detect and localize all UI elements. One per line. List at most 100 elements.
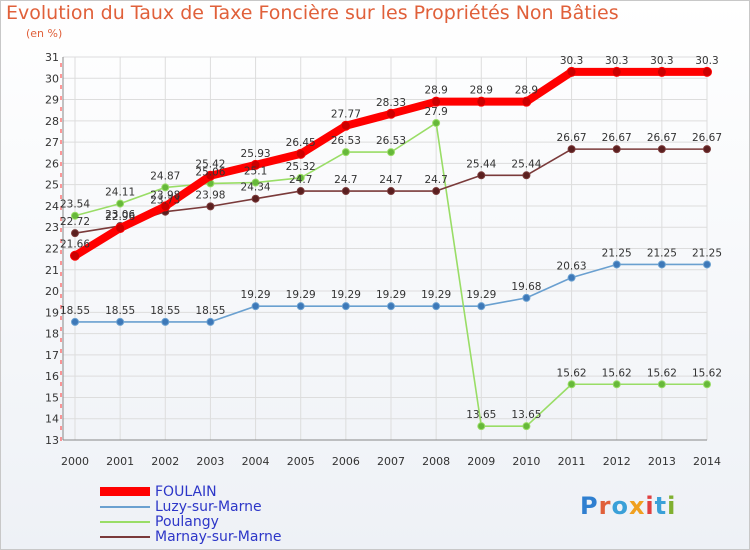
logo-letter: x <box>628 492 646 520</box>
data-label-FOULAIN: 27.77 <box>331 109 361 121</box>
data-label-Poulangy: 15.62 <box>647 367 677 379</box>
data-label-Poulangy: 25.06 <box>195 166 225 178</box>
data-point-Poulangy <box>116 199 125 208</box>
x-tick-label: 2007 <box>377 455 405 468</box>
logo-letter: t <box>654 492 668 520</box>
legend-item: FOULAIN <box>100 483 281 500</box>
data-label-Marnay-sur-Marne: 24.7 <box>289 174 312 186</box>
data-label-Poulangy: 25.1 <box>244 166 267 178</box>
data-point-Marnay-sur-Marne <box>477 171 486 180</box>
data-label-Marnay-sur-Marne: 26.67 <box>692 132 722 144</box>
data-point-Poulangy <box>703 380 711 389</box>
data-point-Poulangy <box>477 422 486 431</box>
data-point-Luzy-sur-Marne <box>296 302 305 311</box>
legend-label: Marnay-sur-Marne <box>155 528 282 545</box>
data-point-Luzy-sur-Marne <box>567 273 576 282</box>
data-label-Poulangy: 26.53 <box>331 135 361 147</box>
data-point-Marnay-sur-Marne <box>703 145 711 154</box>
data-point-Poulangy <box>432 118 441 127</box>
data-point-FOULAIN <box>611 66 622 77</box>
data-label-Luzy-sur-Marne: 19.29 <box>421 289 451 301</box>
y-tick-label: 16 <box>45 370 59 383</box>
data-label-FOULAIN: 30.3 <box>605 55 628 67</box>
x-tick-label: 2001 <box>106 455 134 468</box>
chart-legend: FOULAIN Luzy-sur-Marne Poulangy Marnay-sur-… <box>100 483 282 545</box>
data-point-Poulangy <box>161 183 170 192</box>
legend-label: FOULAIN <box>155 483 217 500</box>
y-tick-label: 18 <box>45 328 59 341</box>
data-label-Marnay-sur-Marne: 24.7 <box>379 174 402 186</box>
data-point-Luzy-sur-Marne <box>116 317 125 326</box>
data-point-Marnay-sur-Marne <box>387 187 395 196</box>
x-tick-label: 2011 <box>558 455 586 468</box>
data-label-Luzy-sur-Marne: 21.25 <box>602 247 632 259</box>
data-point-Luzy-sur-Marne <box>432 302 441 311</box>
y-tick-label: 31 <box>45 51 59 64</box>
data-point-Luzy-sur-Marne <box>612 260 621 269</box>
y-tick-label: 23 <box>45 221 59 234</box>
data-label-FOULAIN: 25.93 <box>241 148 271 160</box>
data-point-Luzy-sur-Marne <box>703 260 711 269</box>
logo-letter: r <box>598 492 612 520</box>
data-label-Marnay-sur-Marne: 24.7 <box>334 174 357 186</box>
data-label-Luzy-sur-Marne: 19.68 <box>511 281 541 293</box>
x-tick-label: 2008 <box>422 455 450 468</box>
x-tick-label: 2003 <box>196 455 224 468</box>
y-tick-label: 25 <box>45 179 59 192</box>
data-label-Luzy-sur-Marne: 18.55 <box>150 305 180 317</box>
data-point-FOULAIN <box>566 66 577 77</box>
data-point-Luzy-sur-Marne <box>341 302 350 311</box>
data-point-FOULAIN <box>431 96 442 107</box>
data-label-Marnay-sur-Marne: 24.7 <box>424 174 447 186</box>
legend-swatch <box>100 487 150 496</box>
data-point-Poulangy <box>522 422 531 431</box>
data-point-Poulangy <box>341 148 350 157</box>
data-point-Marnay-sur-Marne <box>71 229 79 238</box>
data-point-FOULAIN <box>702 66 712 77</box>
data-label-Poulangy: 26.53 <box>376 135 406 147</box>
chart-title: Evolution du Taux de Taxe Foncière sur l… <box>6 2 619 24</box>
data-point-Marnay-sur-Marne <box>206 202 215 211</box>
y-tick-label: 26 <box>45 157 59 170</box>
x-tick-label: 2010 <box>512 455 540 468</box>
data-label-Poulangy: 15.62 <box>557 367 587 379</box>
data-label-Luzy-sur-Marne: 18.55 <box>60 305 90 317</box>
data-label-FOULAIN: 26.45 <box>286 137 316 149</box>
data-label-Marnay-sur-Marne: 26.67 <box>557 132 587 144</box>
data-point-Poulangy <box>251 178 260 187</box>
data-label-Poulangy: 15.62 <box>692 367 722 379</box>
y-tick-label: 15 <box>45 391 59 404</box>
data-label-Luzy-sur-Marne: 19.29 <box>466 289 496 301</box>
data-label-FOULAIN: 28.33 <box>376 97 406 109</box>
data-point-Marnay-sur-Marne <box>341 187 350 196</box>
data-label-Luzy-sur-Marne: 18.55 <box>105 305 135 317</box>
data-point-FOULAIN <box>205 170 216 181</box>
data-label-Marnay-sur-Marne: 25.44 <box>466 158 496 170</box>
data-label-Marnay-sur-Marne: 25.44 <box>511 158 541 170</box>
x-tick-label: 2014 <box>693 455 721 468</box>
data-label-Marnay-sur-Marne: 23.73 <box>150 195 180 207</box>
data-label-Luzy-sur-Marne: 19.29 <box>331 289 361 301</box>
data-point-Marnay-sur-Marne <box>612 145 621 154</box>
data-point-FOULAIN <box>250 159 261 170</box>
data-label-Marnay-sur-Marne: 23.98 <box>195 189 225 201</box>
data-point-Luzy-sur-Marne <box>522 293 531 302</box>
legend-label: Poulangy <box>155 513 219 530</box>
data-point-Poulangy <box>567 380 576 389</box>
data-label-FOULAIN: 30.3 <box>560 55 583 67</box>
y-tick-label: 29 <box>45 94 59 107</box>
data-point-Luzy-sur-Marne <box>206 317 215 326</box>
data-point-Marnay-sur-Marne <box>522 171 531 180</box>
data-label-Poulangy: 27.9 <box>424 106 447 118</box>
y-tick-label: 21 <box>45 264 59 277</box>
x-tick-label: 2000 <box>61 455 89 468</box>
y-tick-label: 22 <box>45 243 59 256</box>
data-label-Luzy-sur-Marne: 18.55 <box>195 305 225 317</box>
y-tick-label: 20 <box>45 285 59 298</box>
unit-label: (en %) <box>26 27 63 40</box>
data-point-Poulangy <box>296 173 305 182</box>
data-point-FOULAIN <box>386 108 396 119</box>
data-label-FOULAIN: 21.66 <box>60 239 90 251</box>
data-label-Luzy-sur-Marne: 21.25 <box>692 247 722 259</box>
